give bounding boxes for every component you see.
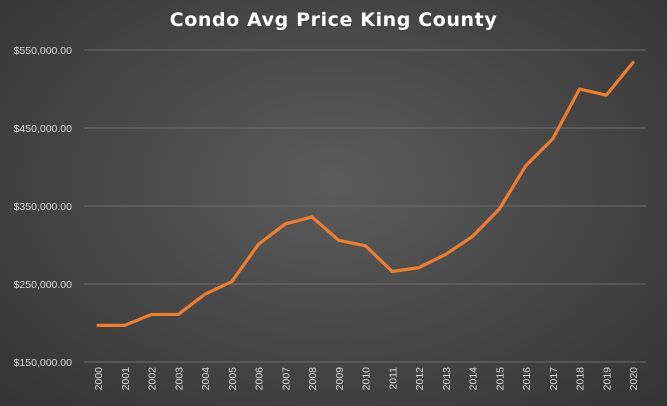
y-tick-label: $350,000.00 xyxy=(14,201,73,213)
x-tick-label: 2006 xyxy=(254,367,266,391)
x-tick-label: 2010 xyxy=(361,367,373,391)
x-tick-label: 2011 xyxy=(387,367,399,390)
series-line xyxy=(96,60,635,327)
x-tick-label: 2000 xyxy=(93,367,105,391)
x-tick-label: 2020 xyxy=(628,367,640,391)
y-tick-label: $450,000.00 xyxy=(14,123,73,135)
y-tick-label: $250,000.00 xyxy=(14,279,73,291)
x-tick-label: 2017 xyxy=(548,367,560,391)
y-tick-label: $550,000.00 xyxy=(14,45,73,57)
x-tick-label: 2018 xyxy=(575,367,587,391)
x-tick-label: 2015 xyxy=(494,367,506,391)
x-tick-label: 2003 xyxy=(173,367,185,391)
series-layer xyxy=(96,60,635,327)
y-tick-label: $150,000.00 xyxy=(14,357,73,369)
x-tick-label: 2016 xyxy=(521,367,533,391)
x-tick-label: 2009 xyxy=(334,367,346,391)
x-tick-label: 2019 xyxy=(601,367,613,391)
chart-title: Condo Avg Price King County xyxy=(169,9,498,31)
gridlines xyxy=(84,49,646,363)
y-axis-ticks: $150,000.00 $250,000.00 $350,000.00 $450,00… xyxy=(14,45,73,369)
x-tick-label: 2005 xyxy=(227,367,239,391)
x-tick-label: 2004 xyxy=(200,367,212,391)
x-axis-ticks: 2000 2001 2002 2003 2004 2005 2006 2007 2008 2009… xyxy=(93,367,640,391)
x-tick-label: 2002 xyxy=(147,367,159,391)
x-tick-label: 2013 xyxy=(441,367,453,391)
x-tick-label: 2007 xyxy=(280,367,292,391)
x-tick-label: 2008 xyxy=(307,367,319,391)
x-tick-label: 2001 xyxy=(120,367,132,391)
x-tick-label: 2014 xyxy=(468,367,480,391)
x-tick-label: 2012 xyxy=(414,367,426,391)
